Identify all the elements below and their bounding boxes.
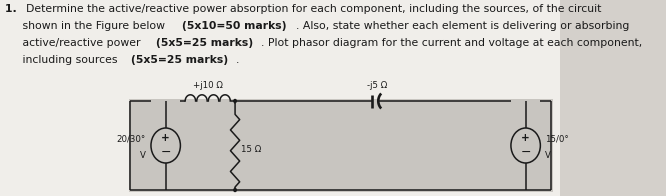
Text: 20/30°: 20/30°: [117, 135, 146, 144]
Text: active/reactive power: active/reactive power: [5, 38, 144, 48]
Text: 1.: 1.: [5, 4, 24, 14]
Circle shape: [234, 100, 236, 103]
Text: (5x5=25 marks): (5x5=25 marks): [156, 38, 253, 48]
Text: +: +: [521, 133, 530, 143]
Text: including sources: including sources: [5, 55, 121, 65]
Bar: [129, 99, 553, 192]
Text: . Also, state whether each element is delivering or absorbing: . Also, state whether each element is de…: [296, 21, 629, 31]
Text: V: V: [545, 151, 551, 160]
Text: (5x5=25 marks): (5x5=25 marks): [131, 55, 228, 65]
Text: V: V: [140, 151, 146, 160]
Text: .: .: [236, 55, 240, 65]
Text: +: +: [161, 133, 170, 143]
Text: +j10 Ω: +j10 Ω: [192, 81, 222, 90]
Text: 15/0°: 15/0°: [545, 135, 569, 144]
Text: . Plot phasor diagram for the current and voltage at each component,: . Plot phasor diagram for the current an…: [261, 38, 643, 48]
Text: shown in the Figure below: shown in the Figure below: [5, 21, 168, 31]
Text: (5x10=50 marks): (5x10=50 marks): [182, 21, 287, 31]
Text: -j5 Ω: -j5 Ω: [367, 81, 387, 90]
Text: Determine the active/reactive power absorption for each component, including the: Determine the active/reactive power abso…: [26, 4, 601, 14]
Text: −: −: [161, 146, 171, 159]
Text: −: −: [520, 146, 531, 159]
Text: 15 Ω: 15 Ω: [241, 145, 261, 154]
Circle shape: [234, 189, 236, 191]
